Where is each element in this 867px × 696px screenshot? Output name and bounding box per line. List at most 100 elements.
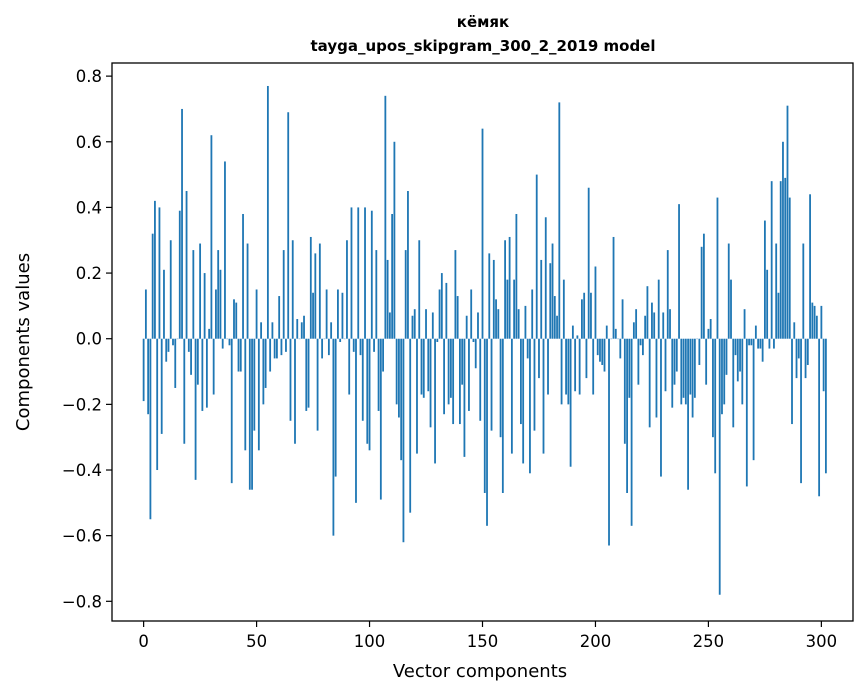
bar-102: [373, 338, 375, 352]
bar-147: [474, 338, 477, 369]
bar-126: [427, 338, 430, 392]
bar-291: [800, 338, 802, 484]
bar-300: [820, 305, 823, 339]
bar-59: [276, 338, 278, 359]
bar-166: [517, 309, 520, 339]
x-axis-ticks: 0 50 100 150 200 250 300: [138, 621, 837, 651]
y-tick-label: 0.0: [76, 330, 102, 349]
bar-124: [422, 338, 425, 398]
bar-98: [364, 207, 366, 339]
bar-14: [174, 338, 177, 388]
bar-53: [262, 338, 265, 405]
bar-243: [691, 338, 694, 418]
bar-178: [544, 217, 547, 339]
bar-173: [533, 338, 536, 431]
bar-138: [454, 250, 457, 339]
y-tick-label: −0.8: [62, 592, 102, 611]
bar-3: [149, 338, 152, 520]
bar-270: [752, 338, 755, 461]
x-tick-label: 100: [354, 632, 386, 651]
bar-222: [644, 315, 647, 339]
bar-57: [271, 322, 274, 339]
bar-75: [312, 292, 314, 339]
bar-1: [144, 289, 147, 339]
bar-24: [196, 338, 199, 385]
bar-231: [664, 338, 667, 392]
bar-240: [684, 338, 687, 405]
bar-162: [508, 236, 511, 339]
bar-110: [391, 213, 394, 339]
bar-255: [718, 338, 721, 595]
bar-111: [393, 141, 396, 339]
bar-284: [784, 177, 787, 339]
bar-283: [782, 141, 784, 339]
bar-191: [574, 338, 577, 392]
bar-165: [515, 213, 518, 339]
bar-158: [499, 338, 502, 438]
bar-67: [294, 338, 296, 444]
bar-184: [558, 102, 561, 339]
bar-265: [741, 338, 744, 405]
bar-56: [269, 338, 272, 372]
bar-224: [648, 338, 651, 428]
bar-217: [632, 322, 635, 339]
bar-42: [237, 338, 240, 372]
bar-128: [431, 312, 434, 339]
bar-160: [504, 240, 506, 339]
bar-18: [183, 338, 186, 444]
bar-121: [416, 338, 418, 454]
bar-164: [513, 279, 516, 339]
bar-118: [409, 338, 412, 513]
bar-200: [594, 266, 597, 339]
bar-299: [818, 338, 821, 497]
bar-130: [436, 338, 439, 342]
bar-294: [806, 338, 809, 365]
bar-74: [309, 236, 312, 339]
bar-60: [278, 296, 281, 339]
bar-148: [477, 312, 479, 339]
bar-96: [359, 338, 362, 356]
bar-198: [590, 292, 592, 339]
bar-297: [813, 305, 816, 339]
bar-79: [321, 338, 324, 359]
bar-101: [370, 210, 373, 339]
bar-195: [583, 292, 586, 339]
x-tick-label: 150: [467, 632, 499, 651]
bar-225: [651, 302, 653, 339]
bar-248: [702, 233, 705, 339]
bar-155: [492, 259, 495, 339]
bar-135: [447, 338, 450, 405]
bar-70: [300, 322, 303, 339]
bar-140: [459, 338, 461, 425]
y-tick-label: −0.4: [62, 461, 102, 480]
bar-120: [413, 309, 416, 339]
bar-202: [599, 338, 601, 362]
bar-115: [402, 338, 405, 543]
bar-9: [163, 269, 165, 339]
bar-134: [445, 282, 448, 339]
bar-190: [571, 325, 574, 339]
bar-32: [215, 289, 217, 339]
bar-22: [192, 250, 195, 339]
bar-302: [824, 338, 827, 474]
bar-288: [793, 322, 796, 339]
bar-58: [273, 338, 276, 359]
bar-278: [770, 181, 773, 339]
bar-204: [603, 338, 606, 372]
bar-203: [601, 338, 604, 365]
bar-261: [732, 338, 735, 428]
bar-249: [705, 338, 708, 385]
bar-257: [723, 338, 726, 405]
bar-161: [506, 279, 509, 339]
bar-238: [680, 338, 683, 405]
bar-154: [490, 338, 493, 431]
bar-239: [682, 338, 685, 398]
bar-206: [608, 338, 610, 546]
bar-208: [612, 236, 615, 339]
bar-113: [398, 338, 400, 418]
bar-137: [452, 338, 455, 425]
bar-51: [257, 338, 260, 451]
bar-214: [626, 338, 628, 493]
bar-211: [619, 338, 622, 359]
bar-117: [407, 191, 409, 339]
